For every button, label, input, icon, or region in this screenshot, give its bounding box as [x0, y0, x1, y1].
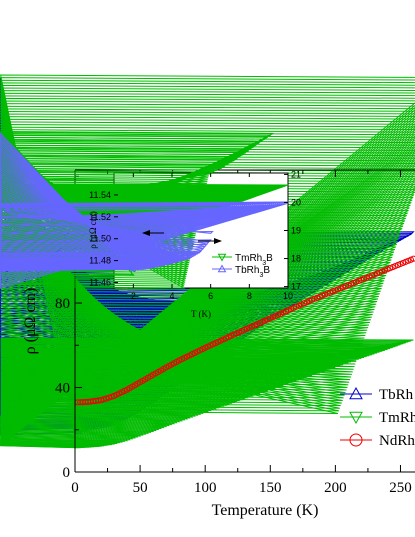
inset-right-y-tick-label: 18 [291, 254, 301, 264]
inset-y-axis-title: ρ (μΩ cm) [88, 211, 98, 249]
data-point-TmRh3B [0, 339, 409, 409]
main-x-tick-label: 150 [259, 480, 282, 496]
main-x-tick-label: 0 [71, 480, 79, 496]
inset-left-y-tick-label: 11.52 [89, 212, 111, 222]
data-point-TmRh3B [0, 341, 404, 404]
data-point-NdRh3B [410, 255, 415, 262]
data-point-TmRh3B [0, 337, 414, 414]
inset-data-point-TbRh3B [0, 171, 174, 265]
inset-x-tick-label: 6 [208, 291, 213, 301]
data-point-TmRh3B [0, 346, 388, 388]
inset-x-tick-label: 4 [169, 291, 174, 301]
inset-left-y-tick-label: 11.50 [89, 234, 111, 244]
inset-legend-marker [217, 264, 227, 273]
main-x-tick-label: 200 [324, 480, 347, 496]
data-point-TmRh3B [0, 345, 391, 391]
legend-marker [349, 386, 363, 400]
inset-left-y-ticks: 11.46 11.48 11.50 11.52 11.54 [89, 190, 118, 288]
inset-x-tick-label: 2 [131, 291, 136, 301]
data-point-TmRh3B [0, 277, 385, 387]
legend-entry-NdRh3B: NdRh [340, 433, 415, 449]
data-point-NdRh3B [100, 396, 107, 403]
main-x-tick-label: 100 [194, 480, 217, 496]
legend-entry-TbRh3B: TbRh [340, 386, 414, 403]
data-point-TmRh3B [0, 345, 393, 394]
inset-legend-entry: TbRh3B [212, 264, 270, 279]
inset-right-y-tick-label: 21 [291, 169, 301, 179]
inset-series-TbRh3B [0, 132, 290, 289]
main-x-axis-title: Temperature (K) [212, 502, 319, 519]
legend-label: TmRh [379, 410, 415, 426]
inset-series-layer [0, 131, 290, 289]
main-legend: TbRh TmRh NdRh [340, 386, 415, 449]
main-y-axis-unit: μΩ [22, 316, 39, 337]
main-y-tick-label: 0 [63, 465, 71, 481]
data-point-TmRh3B [0, 295, 379, 381]
data-point-TmRh3B [0, 349, 380, 381]
inset-x-tick-label: 10 [283, 291, 293, 301]
inset-left-y-tick-label: 11.46 [89, 278, 111, 288]
inset-x-tick-label: 8 [247, 291, 252, 301]
data-point-TmRh3B [0, 285, 382, 385]
main-x-ticks: 0 50 100 150 200 250 [71, 170, 412, 496]
legend-label: NdRh [379, 433, 415, 449]
main-y-axis-title: ρ (μΩ cm) [22, 288, 39, 355]
data-point-NdRh3B [105, 394, 112, 401]
legend-label: TbRh [379, 387, 414, 403]
inset-x-axis-title: T (K) [191, 309, 211, 319]
inset-x-ticks: 2 4 6 8 10 [131, 173, 293, 301]
legend-entry-TmRh3B: TmRh [340, 410, 415, 426]
data-point-TmRh3B [0, 344, 396, 396]
data-point-TmRh3B [0, 343, 398, 399]
data-point-NdRh3B [103, 395, 110, 402]
inset-data-point-TbRh3B [0, 198, 201, 255]
inset-right-y-tick-label: 20 [291, 197, 301, 207]
main-y-tick-label: 80 [55, 296, 70, 312]
inset-data-point-TbRh3B [0, 201, 290, 289]
main-y-tick-label: 40 [55, 381, 70, 397]
inset-legend-label: TbRh3B [235, 265, 270, 279]
data-point-NdRh3B [108, 393, 115, 400]
main-x-tick-label: 50 [133, 480, 148, 496]
inset-legend-label: TmRh3B [235, 253, 273, 267]
data-point-TmRh3B [0, 308, 374, 377]
inset-left-y-tick-label: 11.54 [89, 190, 111, 200]
data-point-TmRh3B [0, 319, 370, 373]
legend-marker [349, 433, 363, 447]
inset-arrows [142, 230, 222, 244]
data-point-NdRh3B [97, 397, 105, 404]
inset-left-y-tick-label: 11.48 [89, 256, 111, 266]
main-x-tick-label: 250 [389, 480, 412, 496]
inset-legend-marker [217, 253, 227, 262]
data-point-TmRh3B [0, 348, 383, 383]
inset-legend-entry: TmRh3B [212, 253, 273, 267]
inset-data-point-TbRh3B [0, 194, 197, 257]
inset-data-point-TbRh3B [0, 202, 205, 252]
inset-data-point-TbRh3B [0, 178, 181, 263]
data-point-TmRh3B [0, 350, 378, 378]
series-NdRh3B [74, 255, 415, 406]
inset-data-point-TbRh3B [0, 177, 180, 264]
data-point-TmRh3B [0, 342, 401, 401]
inset-right-y-tick-label: 17 [291, 282, 301, 292]
inset-right-y-ticks: 17 18 19 20 21 [284, 169, 301, 292]
data-point-TmRh3B [0, 272, 387, 389]
legend-marker [349, 411, 363, 425]
inset-right-y-tick-label: 19 [291, 226, 301, 236]
data-point-TmRh3B [0, 347, 385, 386]
